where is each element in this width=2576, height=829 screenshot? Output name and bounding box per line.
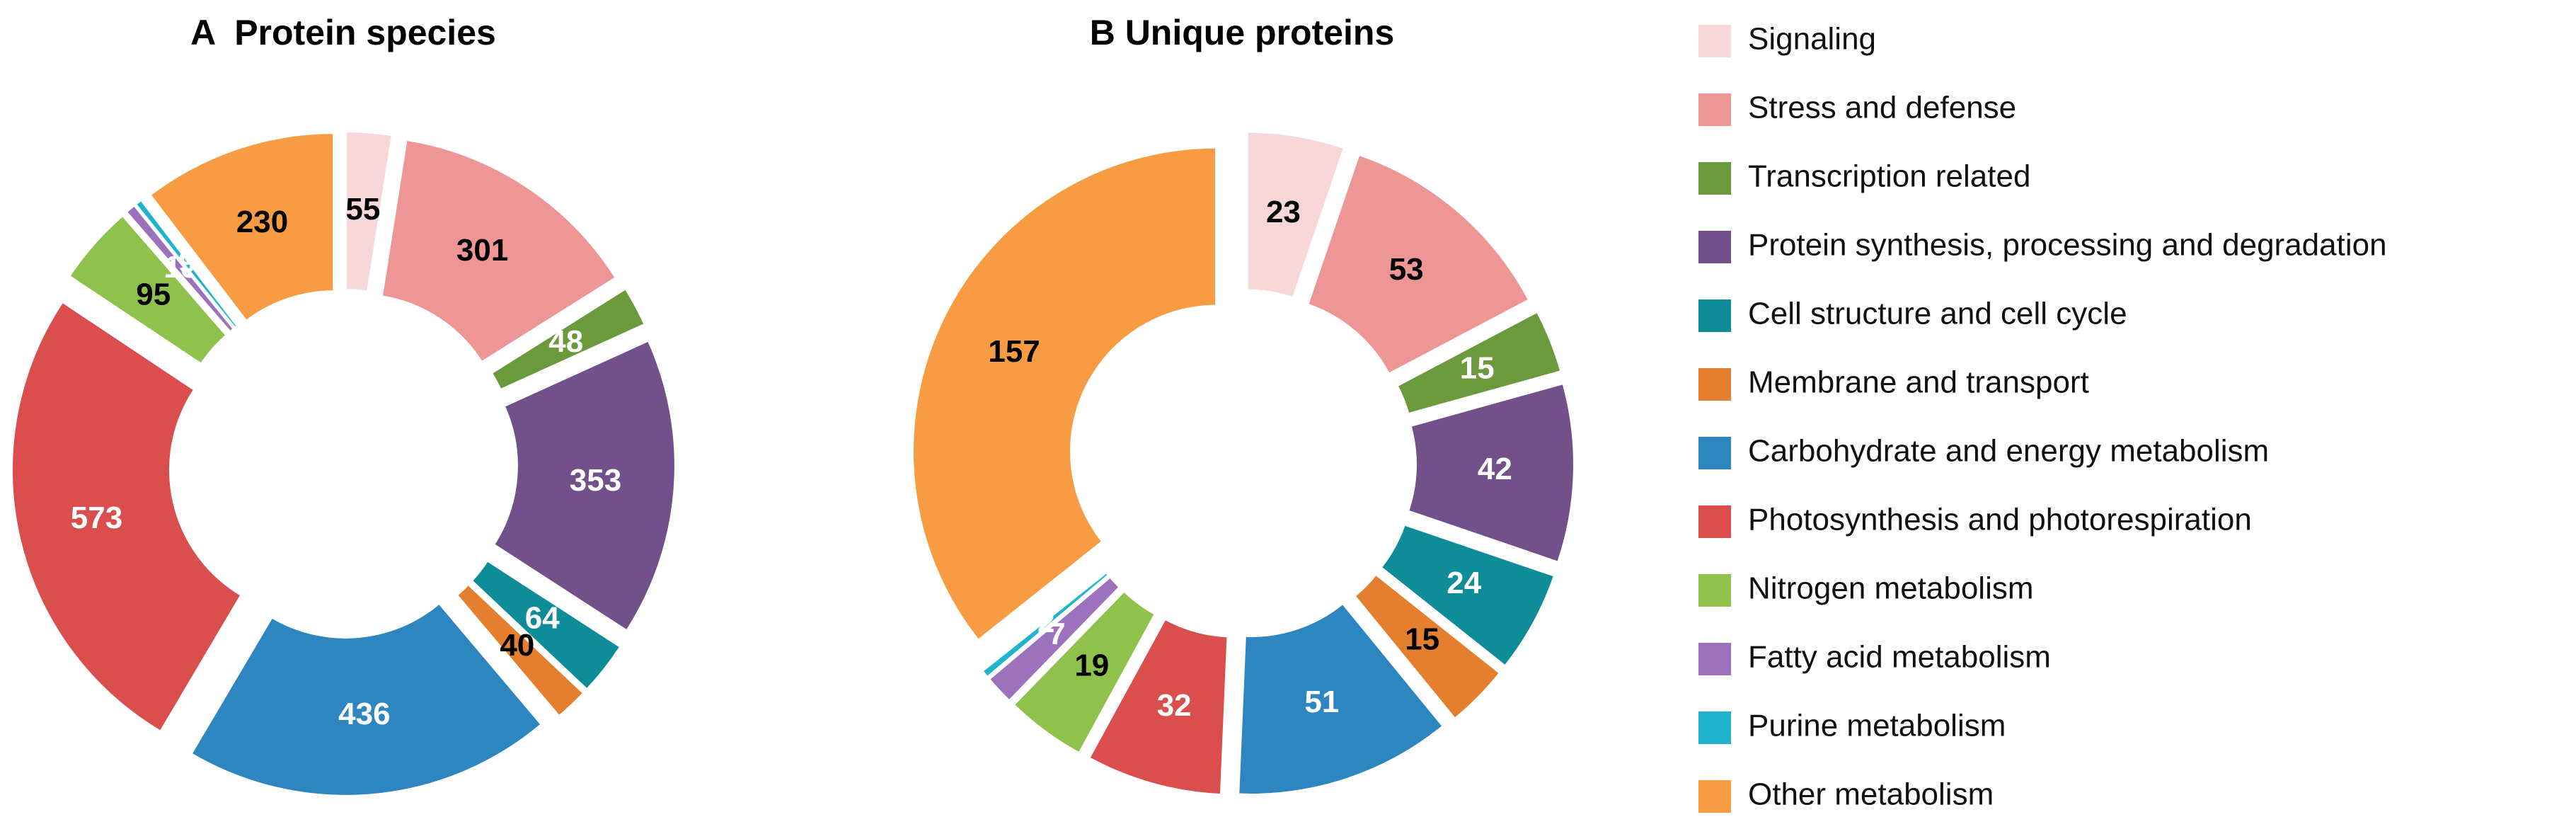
data-label: 19 — [1074, 648, 1109, 682]
slice — [468, 558, 623, 692]
slice — [1011, 588, 1158, 756]
data-label: 32 — [1157, 688, 1192, 723]
legend-swatch — [1698, 505, 1731, 538]
legend-label: Nitrogen metabolism — [1748, 571, 2034, 606]
data-label: 230 — [236, 205, 288, 239]
slice — [344, 130, 395, 294]
data-label: 42 — [1478, 452, 1512, 486]
slice — [1405, 381, 1576, 565]
slice — [147, 131, 336, 324]
legend-label: Other metabolism — [1748, 777, 1994, 812]
data-label: 573 — [71, 501, 122, 535]
data-label: 15 — [1405, 622, 1439, 657]
legend-swatch — [1698, 25, 1731, 57]
legend-swatch — [1698, 299, 1731, 332]
data-label: 301 — [456, 233, 508, 268]
slice — [133, 197, 240, 331]
legend-label: Transcription related — [1748, 159, 2030, 194]
data-label: 55 — [345, 192, 380, 227]
legend-label: Cell structure and cell cycle — [1748, 297, 2127, 331]
data-label: 23 — [1266, 195, 1301, 229]
slice — [1236, 600, 1446, 796]
legend-swatch — [1698, 780, 1731, 813]
legend-swatch — [1698, 711, 1731, 744]
data-label: 24 — [1447, 566, 1481, 600]
slice — [1245, 130, 1347, 301]
legend-label: Stress and defense — [1748, 91, 2016, 125]
data-label: 436 — [338, 697, 390, 731]
data-label: 64 — [525, 600, 560, 635]
legend-label: Membrane and transport — [1748, 365, 2089, 400]
legend-label: Carbohydrate and energy metabolism — [1748, 434, 2269, 469]
legend-swatch — [1698, 437, 1731, 469]
slice — [979, 569, 1112, 680]
data-label: 95 — [136, 277, 171, 311]
chart-title: B Unique proteins — [1090, 13, 1395, 52]
legend-swatch — [1698, 643, 1731, 675]
slice — [1394, 309, 1563, 416]
legend-label: Fatty acid metabolism — [1748, 640, 2051, 675]
data-label: 51 — [1304, 685, 1339, 719]
slice — [1086, 616, 1230, 797]
chart-title: A Protein species — [190, 13, 496, 52]
legend-swatch — [1698, 231, 1731, 263]
legend-swatch — [1698, 368, 1731, 401]
slice — [1352, 571, 1503, 721]
slice — [454, 581, 587, 719]
data-label: 53 — [1389, 252, 1424, 287]
data-label: 48 — [548, 324, 583, 359]
slice — [1378, 522, 1557, 669]
slice — [188, 600, 544, 798]
legend-label: Signaling — [1748, 22, 1876, 57]
legend-label: Purine metabolism — [1748, 709, 2006, 743]
slice — [491, 338, 677, 634]
data-label: 157 — [988, 334, 1040, 369]
slice — [10, 299, 244, 734]
data-label: 40 — [500, 628, 534, 663]
data-label: 15 — [1460, 351, 1495, 386]
slice — [986, 574, 1122, 704]
data-label: 353 — [570, 463, 621, 498]
slice — [379, 137, 619, 365]
slice — [488, 286, 648, 393]
slice — [911, 145, 1218, 643]
slice — [67, 212, 229, 367]
legend-label: Protein synthesis, processing and degrad… — [1748, 228, 2387, 263]
legend-swatch — [1698, 93, 1731, 126]
slice — [1305, 152, 1531, 377]
legend-swatch — [1698, 162, 1731, 195]
legend-swatch — [1698, 574, 1731, 607]
data-label: 2 — [1037, 605, 1054, 639]
legend-label: Photosynthesis and photorespiration — [1748, 503, 2252, 537]
